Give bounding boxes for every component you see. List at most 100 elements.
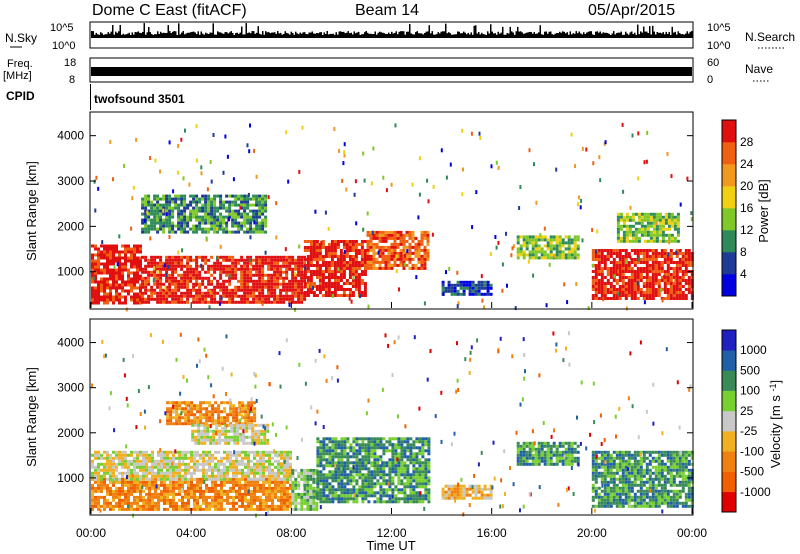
power-cell: [321, 282, 325, 285]
velocity-cell: [178, 507, 181, 511]
noise-sample: [593, 35, 595, 38]
power-cell: [652, 233, 656, 237]
power-sparse-echo: [162, 208, 165, 213]
velocity-cell: [148, 501, 151, 505]
power-sparse-echo: [690, 211, 693, 216]
power-cell: [210, 218, 214, 222]
power-cell: [258, 285, 262, 289]
velocity-cell: [199, 456, 202, 460]
power-cell: [666, 261, 670, 264]
velocity-cell: [241, 486, 244, 490]
velocity-cell: [196, 486, 199, 490]
power-cell: [399, 257, 403, 261]
velocity-cell: [94, 471, 97, 475]
power-cell: [159, 212, 163, 216]
power-cell: [684, 261, 688, 264]
velocity-cell: [175, 468, 178, 472]
power-cell: [342, 291, 346, 294]
velocity-cell: [106, 465, 109, 469]
velocity-cell: [145, 477, 148, 481]
power-cell: [147, 218, 151, 222]
velocity-cell: [325, 437, 329, 441]
noise-sample: [143, 23, 145, 38]
power-cell: [294, 276, 298, 280]
noise-sample: [613, 31, 615, 38]
power-cell: [312, 255, 316, 258]
noise-sample: [245, 23, 247, 38]
velocity-cell: [328, 500, 332, 504]
velocity-cell: [103, 456, 106, 460]
power-cell: [100, 253, 103, 257]
velocity-cell: [259, 471, 262, 475]
power-cell: [636, 273, 640, 276]
power-cell: [462, 289, 466, 293]
power-cell: [139, 265, 142, 269]
velocity-cell: [127, 489, 130, 493]
power-sparse-echo: [394, 123, 397, 128]
velocity-cell: [241, 468, 244, 472]
power-cell: [411, 239, 415, 243]
power-cell: [237, 197, 241, 201]
velocity-cell: [232, 501, 235, 505]
power-cell: [381, 266, 385, 270]
power-cell: [573, 244, 577, 248]
power-cell: [195, 297, 199, 301]
power-cell: [657, 267, 661, 270]
power-colorbar-swatch: [722, 208, 736, 231]
velocity-heatmap: [91, 331, 694, 518]
power-cell: [684, 297, 688, 300]
power-cell: [109, 256, 112, 260]
power-cell: [276, 300, 280, 304]
noise-sample: [550, 31, 552, 38]
power-cell: [130, 298, 133, 302]
velocity-cell: [328, 449, 332, 453]
power-y-tick-label: 4000: [57, 129, 84, 143]
power-cell: [264, 300, 268, 304]
power-cell: [130, 277, 133, 281]
velocity-cell: [274, 450, 277, 454]
velocity-cell: [187, 486, 190, 490]
velocity-cell: [244, 480, 247, 484]
power-cell: [109, 259, 112, 263]
power-cell: [264, 206, 268, 210]
power-cell: [315, 243, 319, 246]
power-cell: [564, 241, 568, 245]
power-sparse-echo: [222, 170, 225, 175]
power-cell: [198, 218, 202, 222]
power-cell: [315, 258, 319, 261]
power-cell: [678, 249, 682, 252]
power-cell: [525, 253, 529, 257]
power-cell: [189, 288, 193, 292]
velocity-cell: [112, 495, 115, 499]
power-cell: [687, 276, 691, 279]
noise-sample: [476, 33, 478, 38]
velocity-cell: [157, 450, 160, 454]
noise-sample: [529, 31, 531, 38]
power-cell: [106, 265, 109, 269]
velocity-cell: [297, 471, 301, 475]
power-cell: [360, 240, 364, 243]
noise-sample: [274, 32, 276, 38]
power-cell: [312, 285, 316, 288]
power-cell: [474, 289, 478, 293]
velocity-cell: [331, 485, 335, 489]
power-cell: [619, 224, 623, 228]
power-cell: [258, 297, 262, 301]
power-cell: [127, 280, 130, 284]
power-cell: [387, 260, 391, 264]
velocity-cell: [277, 462, 280, 466]
velocity-cell: [289, 504, 292, 508]
noise-sample: [361, 34, 363, 38]
power-cell: [246, 267, 250, 271]
velocity-cell: [309, 477, 313, 481]
power-cell: [348, 267, 352, 270]
power-cell: [225, 215, 229, 219]
power-cell: [402, 239, 406, 243]
velocity-cell: [172, 468, 175, 472]
velocity-cell: [145, 456, 148, 460]
velocity-cell: [309, 474, 313, 478]
noise-sample: [178, 23, 180, 38]
power-cell: [600, 249, 604, 252]
velocity-cell: [106, 453, 109, 457]
velocity-cell: [283, 480, 286, 484]
